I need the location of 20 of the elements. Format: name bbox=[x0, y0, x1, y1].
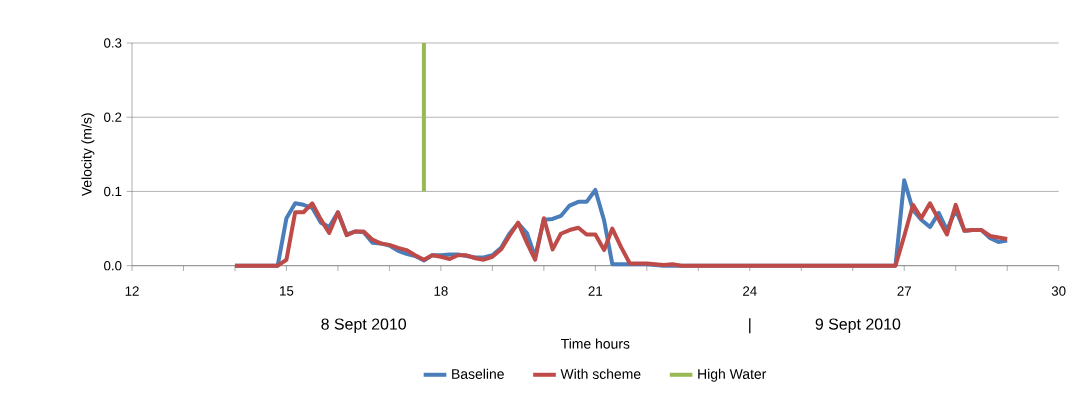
text: 8 Sept 2010 bbox=[321, 318, 407, 333]
text: 9 Sept 2010 bbox=[815, 318, 901, 333]
x-axis-title: Time hours bbox=[561, 338, 630, 349]
x-tick-label: 27 bbox=[897, 286, 911, 296]
x-tick-label: 12 bbox=[125, 286, 139, 296]
line-series bbox=[232, 201, 1010, 268]
x-tick-label: 21 bbox=[588, 286, 603, 296]
legend-label: With scheme bbox=[560, 368, 641, 379]
x-tick-label: 15 bbox=[280, 286, 294, 296]
x-tick-label: 30 bbox=[1051, 286, 1066, 296]
legend-label: High Water bbox=[698, 368, 767, 382]
y-tick-label: 0.1 bbox=[104, 186, 122, 197]
y-tick-label: 0.3 bbox=[104, 38, 122, 48]
x-tick-label: 18 bbox=[434, 286, 448, 296]
y-tick-label: 0.2 bbox=[104, 112, 122, 122]
x-tick-label: 24 bbox=[743, 286, 757, 296]
text: | bbox=[749, 318, 751, 334]
y-tick-label: 0.0 bbox=[104, 260, 122, 271]
legend-label: Baseline bbox=[452, 368, 504, 379]
y-axis-title: Velocity (m/s) bbox=[81, 113, 95, 197]
